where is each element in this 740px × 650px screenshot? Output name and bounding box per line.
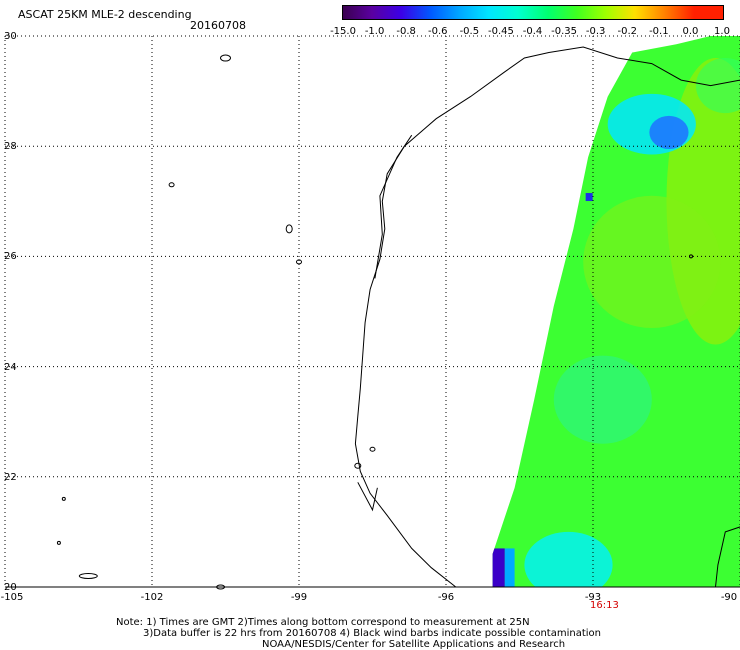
latitude-label: 30 [4, 31, 17, 42]
colorbar-label: -0.3 [585, 26, 606, 37]
lake-outline [689, 254, 693, 259]
product-title: ASCAT 25KM MLE-2 descending [18, 8, 192, 21]
latitude-label: 22 [4, 471, 17, 483]
colorbar-label: 0.0 [682, 26, 699, 37]
colorbar [342, 5, 724, 20]
colorbar-cell [343, 6, 373, 19]
latitude-label: 28 [4, 141, 17, 153]
colorbar-cell [606, 6, 636, 19]
lake-outline [285, 224, 293, 234]
colorbar-cell [518, 6, 548, 19]
colorbar-cell [372, 6, 402, 19]
time-label: 16:13 [590, 600, 619, 611]
barrier-island [374, 134, 413, 279]
note-line-2: 3)Data buffer is 22 hrs from 20160708 4)… [143, 628, 601, 639]
lake-outline [220, 54, 231, 62]
longitude-label: -93 [584, 592, 602, 603]
lake-outline [168, 182, 175, 188]
longitude-label: -102 [140, 592, 164, 603]
colorbar-label: -0.8 [396, 26, 416, 37]
swath-edge [585, 193, 593, 202]
latitude-label: 20 [4, 582, 17, 593]
longitude-label: -105 [0, 592, 24, 603]
colorbar-label: -0.35 [551, 26, 578, 37]
lake-outline [369, 446, 376, 452]
colorbar-cell [401, 6, 431, 19]
longitude-label: -90 [720, 592, 738, 603]
colorbar-label: 1.0 [714, 26, 730, 37]
lake-outline [61, 496, 66, 501]
swath-region [583, 195, 721, 329]
swath-region [649, 115, 689, 149]
yucatan-coastline [715, 526, 740, 588]
colorbar-label: -0.2 [617, 26, 638, 37]
colorbar-cell [635, 6, 665, 19]
colorbar-label: -0.5 [459, 26, 480, 37]
colorbar-cell [459, 6, 490, 19]
colorbar-label: -0.1 [649, 26, 669, 37]
colorbar-label: -0.45 [487, 26, 514, 37]
colorbar-label: -1.0 [364, 26, 385, 37]
note-line-3: NOAA/NESDIS/Center for Satellite Applica… [262, 639, 566, 650]
lagoon-outline [357, 482, 378, 512]
colorbar-label: -15.0 [330, 26, 356, 37]
colorbar-cell [430, 6, 460, 19]
colorbar-cell [664, 6, 694, 19]
lake-outline [56, 540, 61, 545]
colorbar-cell [693, 6, 724, 19]
product-date: 20160708 [190, 19, 246, 32]
swath-edge [504, 548, 515, 587]
swath-region [553, 355, 652, 444]
note-line-1: Note: 1) Times are GMT 2)Times along bot… [116, 617, 530, 628]
lake-outline [354, 462, 362, 469]
latitude-label: 26 [4, 251, 17, 263]
colorbar-cell [547, 6, 577, 19]
lake-outline [296, 259, 302, 265]
colorbar-cell [489, 6, 519, 19]
swath-region [524, 531, 613, 587]
colorbar-label: -0.4 [522, 26, 543, 37]
wind-swath [492, 36, 740, 587]
colorbar-label: -0.6 [427, 26, 448, 37]
longitude-label: -96 [437, 592, 455, 603]
swath-edge [492, 548, 505, 587]
longitude-label: -99 [290, 592, 308, 603]
gulf-coastline [354, 46, 740, 588]
lake-outline [216, 584, 226, 590]
latitude-label: 24 [4, 361, 17, 373]
lake-outline [78, 572, 98, 579]
colorbar-cell [576, 6, 607, 19]
